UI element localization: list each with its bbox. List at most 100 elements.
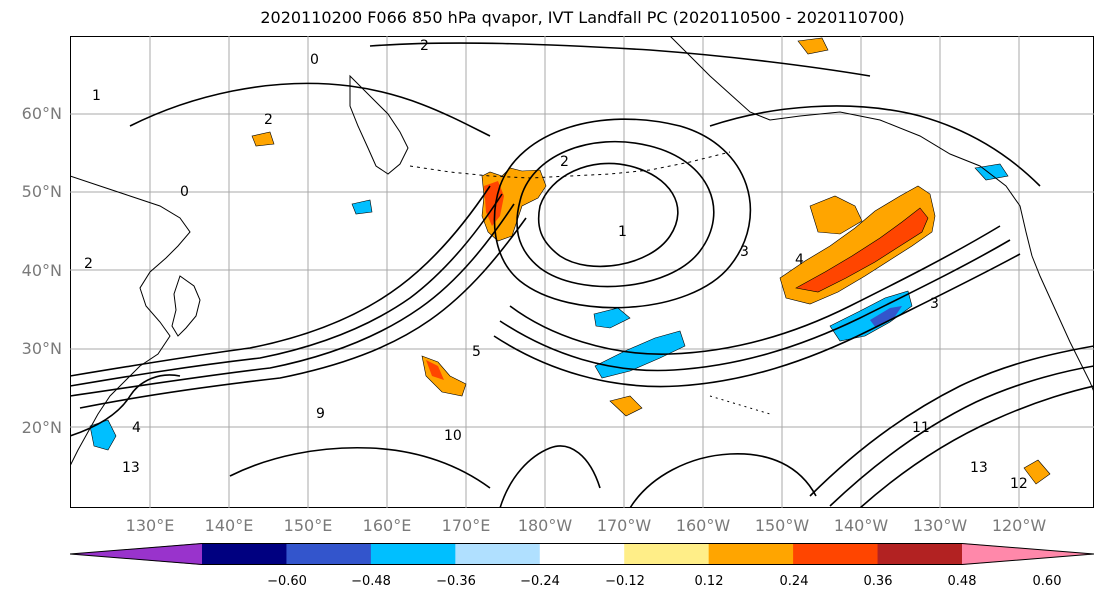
contour-north-3 — [369, 42, 871, 77]
map-frame — [70, 36, 1094, 508]
colorbar-tick: 0.24 — [779, 574, 809, 589]
lat-label-50n: 50°N — [21, 182, 62, 201]
contour-low-ring-3 — [493, 118, 752, 309]
asia-coastline — [70, 175, 191, 467]
colorbar-segment — [793, 543, 879, 565]
lat-label-40n: 40°N — [21, 261, 62, 280]
lon-label-180w: 180°W — [517, 516, 573, 535]
contour-subtrop-1 — [809, 345, 1094, 497]
colorbar-segment — [455, 543, 541, 565]
contour-label: 1 — [92, 88, 101, 104]
shade-neg-ne-pacific — [829, 290, 913, 342]
shade-pos-kamchatka — [251, 131, 275, 147]
shade-pos-east — [1023, 459, 1051, 485]
lon-label-150w: 150°W — [754, 516, 810, 535]
colorbar-segment — [539, 543, 625, 565]
colorbar-tick: 0.60 — [1032, 574, 1062, 589]
contour-jet-west-4 — [79, 217, 527, 409]
lon-label-170w: 170°W — [596, 516, 652, 535]
lon-label-130w: 130°W — [912, 516, 968, 535]
contour-label: 1 — [618, 224, 627, 240]
contour-south-east — [629, 453, 817, 508]
contour-label: 2 — [560, 154, 569, 170]
contour-label: 13 — [122, 460, 140, 476]
contour-label: 13 — [970, 460, 988, 476]
contour-label: 3 — [930, 296, 939, 312]
shade-pos-subtropical-b — [609, 395, 643, 417]
contour-label: 2 — [84, 256, 93, 272]
shade-neg-ne-pacific-core — [870, 306, 902, 328]
colorbar-segment — [286, 543, 372, 565]
contour-south-west — [229, 446, 491, 489]
map-gridlines — [70, 36, 1094, 508]
map-title: 2020110200 F066 850 hPa qvapor, IVT Land… — [260, 8, 905, 27]
contour-jet-west-2 — [70, 193, 503, 387]
contour-label: 2 — [264, 112, 273, 128]
contour-label: 4 — [795, 252, 804, 268]
colorbar-segment — [624, 543, 710, 565]
lon-label-160w: 160°W — [675, 516, 731, 535]
contour-label: 11 — [912, 420, 930, 436]
colorbar-segment — [877, 543, 963, 565]
shade-northeast-pacific-plume — [779, 185, 936, 305]
lon-label-140w: 140°W — [833, 516, 889, 535]
contour-subtrop-2 — [829, 365, 1094, 507]
colorbar-extend-low — [70, 543, 202, 565]
lon-label-120w: 120°W — [991, 516, 1047, 535]
coastlines — [70, 36, 1094, 467]
lon-label-170e: 170°E — [441, 516, 491, 535]
contour-label: 4 — [132, 420, 141, 436]
contour-jet-east-1 — [509, 225, 1001, 355]
lon-label-130e: 130°E — [125, 516, 175, 535]
north-america-coastline — [1031, 255, 1094, 393]
shade-neg-central — [593, 307, 631, 329]
contour-label: 12 — [1010, 476, 1028, 492]
contour-label: 5 — [472, 344, 481, 360]
contour-subtrop-3 — [859, 385, 1094, 508]
contour-label: 10 — [444, 428, 462, 444]
colorbar-tick: −0.36 — [436, 574, 476, 589]
lon-label-140e: 140°E — [204, 516, 254, 535]
colorbar-tick: −0.60 — [267, 574, 307, 589]
shade-neg-west-pacific — [89, 419, 117, 451]
lon-label-150e: 150°E — [283, 516, 333, 535]
alaska-coastline — [669, 36, 1033, 257]
contour-label: 3 — [740, 244, 749, 260]
colorbar-segment — [202, 543, 287, 565]
colorbar-segments — [70, 543, 1094, 565]
kamchatka-coastline — [349, 74, 409, 175]
colorbar-segment — [708, 543, 794, 565]
shade-central-pacific-core — [484, 181, 504, 226]
colorbar-tick: 0.12 — [694, 574, 724, 589]
hawaii-islands — [709, 395, 771, 415]
lat-label-20n: 20°N — [21, 418, 62, 437]
contour-low-ring-2 — [516, 140, 715, 288]
lon-label-160e: 160°E — [362, 516, 412, 535]
colorbar-tick: 0.36 — [863, 574, 893, 589]
contour-label: 0 — [180, 184, 189, 200]
shade-pos-subtropical-a-core — [426, 360, 444, 380]
contour-jet-east-2 — [499, 239, 1011, 372]
contour-label: 2 — [420, 38, 429, 54]
shade-gulf-of-alaska — [809, 195, 863, 235]
japan-coastline — [171, 275, 201, 337]
contour-jet-west-1 — [70, 185, 491, 377]
contour-north-2 — [709, 105, 1041, 187]
lat-label-30n: 30°N — [21, 339, 62, 358]
shade-neg-subtropical — [594, 330, 686, 379]
colorbar-extend-high — [962, 543, 1094, 565]
lat-label-60n: 60°N — [21, 104, 62, 123]
contour-label-group: 2 1 0 2 3 4 3 2 1 0 2 5 9 10 11 12 13 13… — [84, 38, 1028, 492]
map-canvas[interactable]: 2 1 0 2 3 4 3 2 1 0 2 5 9 10 11 12 13 13… — [70, 36, 1094, 508]
contour-label: 0 — [310, 52, 319, 68]
contour-jet-east-3 — [493, 253, 1021, 388]
aleutian-chain — [409, 151, 731, 179]
colorbar-tick: −0.48 — [351, 574, 391, 589]
colorbar-segment — [370, 543, 456, 565]
colorbar-outline — [70, 543, 1094, 565]
contour-low-center — [537, 162, 679, 268]
shade-pos-alaska — [797, 37, 829, 55]
contour-south-central — [499, 445, 601, 508]
contour-west-trough — [70, 374, 181, 437]
colorbar-tick: −0.12 — [605, 574, 645, 589]
